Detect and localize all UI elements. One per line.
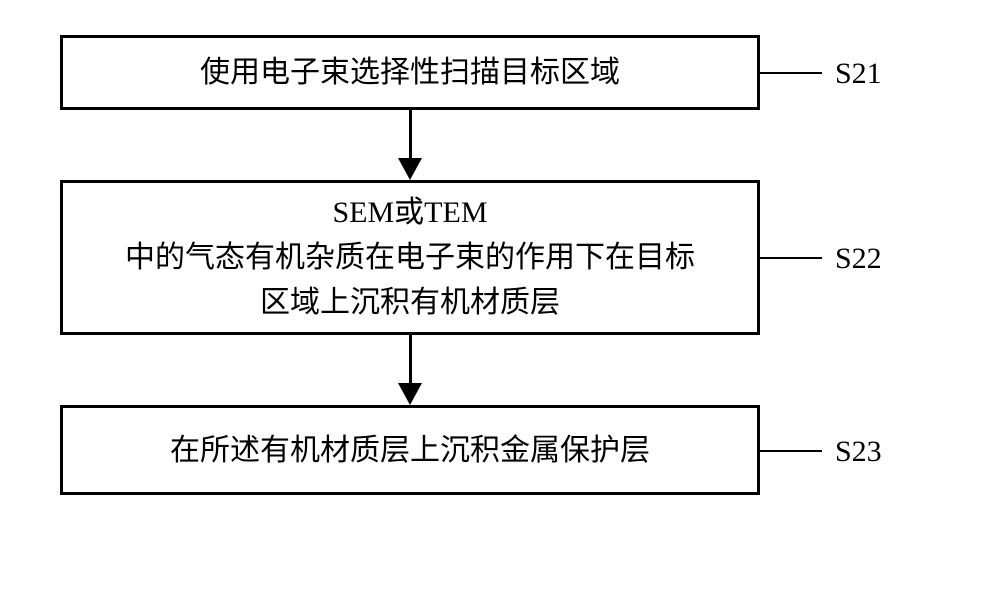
box-2-text: SEM或TEM 中的气态有机杂质在电子束的作用下在目标 区域上沉积有机材质层 <box>125 190 695 325</box>
flowchart-box-2: SEM或TEM 中的气态有机杂质在电子束的作用下在目标 区域上沉积有机材质层 <box>60 180 760 335</box>
arrow-2 <box>60 335 760 405</box>
arrow-1-tick <box>409 110 412 118</box>
arrow-1 <box>60 110 760 180</box>
step-label-2: S22 <box>835 242 882 276</box>
box-1-text: 使用电子束选择性扫描目标区域 <box>200 50 620 95</box>
arrow-2-tick <box>409 335 412 343</box>
flowchart-container: 使用电子束选择性扫描目标区域 S21 SEM或TEM 中的气态有机杂质在电子束的… <box>60 35 940 495</box>
box-2-line-2: 中的气态有机杂质在电子束的作用下在目标 <box>125 235 695 280</box>
flowchart-box-1: 使用电子束选择性扫描目标区域 <box>60 35 760 110</box>
arrow-1-line <box>409 118 412 158</box>
label-line-2 <box>760 257 822 259</box>
box-2-line-1: SEM或TEM <box>125 190 695 235</box>
box-1-line-1: 使用电子束选择性扫描目标区域 <box>200 56 620 89</box>
step-label-1: S21 <box>835 57 882 91</box>
box-2-line-3: 区域上沉积有机材质层 <box>125 280 695 325</box>
arrow-2-head <box>398 383 422 405</box>
box-3-line-1: 在所述有机材质层上沉积金属保护层 <box>170 434 650 467</box>
arrow-1-head <box>398 158 422 180</box>
label-line-3 <box>760 450 822 452</box>
arrow-2-line <box>409 343 412 383</box>
box-3-text: 在所述有机材质层上沉积金属保护层 <box>170 428 650 473</box>
label-line-1 <box>760 72 822 74</box>
step-label-3: S23 <box>835 435 882 469</box>
flowchart-box-3: 在所述有机材质层上沉积金属保护层 <box>60 405 760 495</box>
